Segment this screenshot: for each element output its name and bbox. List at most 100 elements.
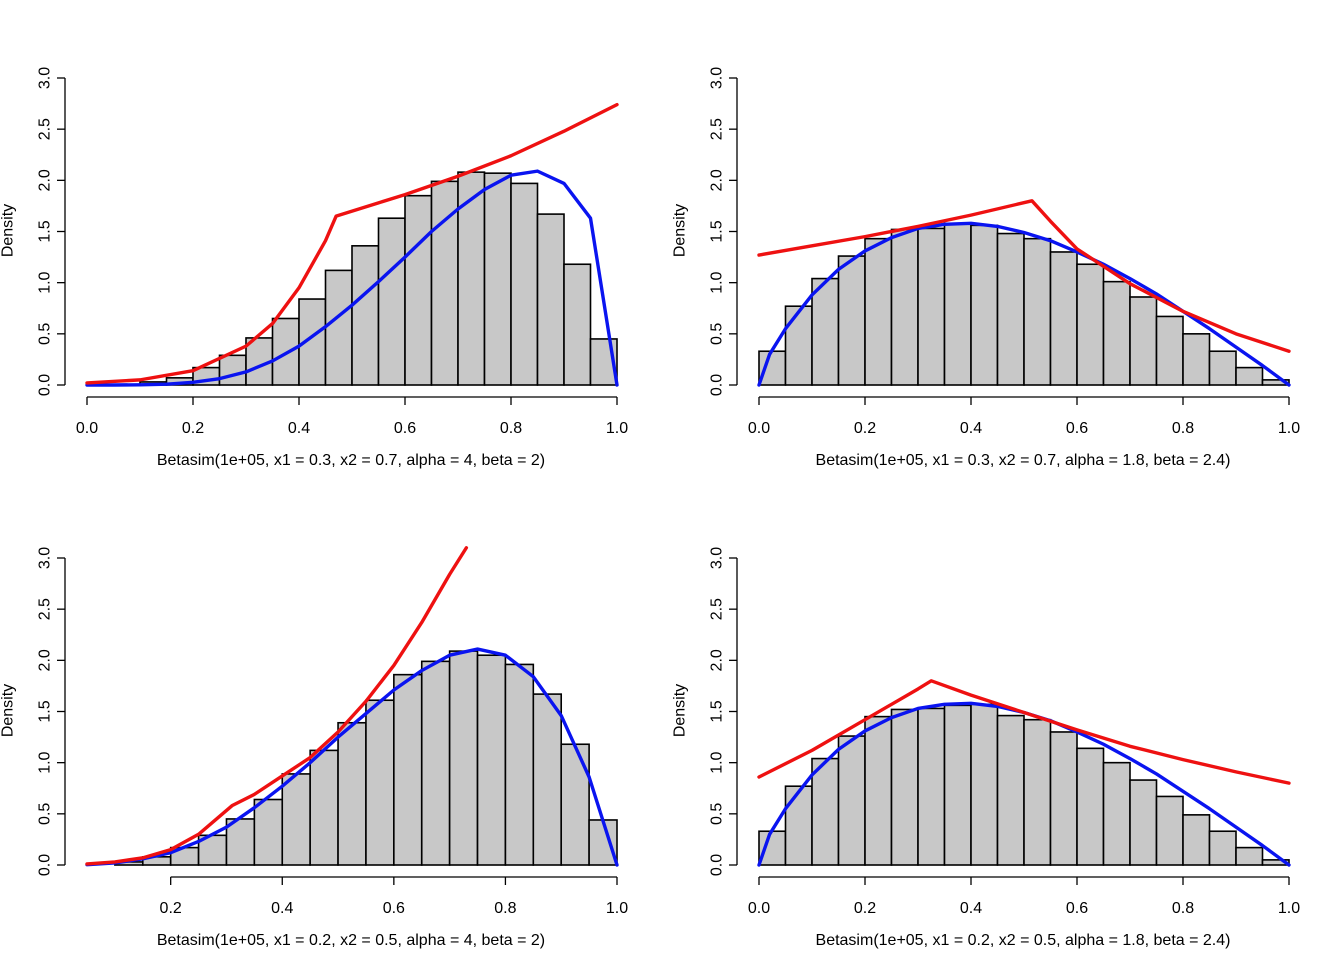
y-tick-label: 2.0	[709, 169, 726, 191]
histogram-bar	[218, 354, 247, 386]
x-axis: 0.0 0.2 0.4 0.6 0.8 1.0 Betasim(1e+05, x1 = 0.…	[748, 876, 1300, 949]
x-axis-label: Betasim(1e+05, x1 = 0.3, x2 = 0.7, alpha…	[157, 452, 545, 469]
chart-panel-top-right: 0.0 0.5 1.0 1.5 2.0 2.5 3.0 Density 0.0 0.2 0.4 0.6…	[672, 67, 1301, 469]
envelope-curve	[85, 546, 469, 866]
histogram-bar	[448, 650, 479, 866]
histogram-bar	[811, 757, 840, 866]
histogram-bar	[365, 699, 395, 866]
histogram-bar	[758, 350, 787, 386]
histogram-bar	[1261, 379, 1290, 386]
x-tick-label: 0.4	[960, 420, 982, 437]
histogram-bar	[1261, 859, 1290, 866]
histogram-bar	[1076, 747, 1105, 866]
histogram-bar	[1182, 333, 1211, 386]
histogram-bar	[1208, 830, 1237, 866]
histogram-bar	[281, 773, 311, 866]
y-tick-label: 1.0	[709, 271, 726, 293]
x-tick-label: 0.8	[500, 420, 522, 437]
histogram-bar	[837, 255, 866, 386]
x-tick-label: 1.0	[1278, 420, 1300, 437]
x-tick-label: 1.0	[606, 900, 628, 917]
envelope-curve	[85, 102, 619, 385]
histogram-bar	[404, 194, 433, 386]
y-tick-label: 0.0	[37, 374, 54, 396]
density-curve	[757, 221, 1291, 387]
histogram-bar	[563, 263, 592, 386]
density-curve	[85, 647, 619, 867]
x-tick-label: 0.8	[1172, 420, 1194, 437]
x-tick-label: 0.6	[394, 420, 416, 437]
y-tick-label: 1.5	[709, 700, 726, 722]
y-tick-label: 0.5	[709, 323, 726, 345]
y-axis-label: Density	[0, 204, 17, 257]
y-tick-label: 1.0	[37, 751, 54, 773]
histogram-bar	[758, 830, 787, 866]
x-axis-label: Betasim(1e+05, x1 = 0.2, x2 = 0.5, alpha…	[816, 932, 1231, 949]
histogram-bar	[1235, 366, 1264, 386]
histogram-bar	[996, 232, 1025, 386]
histogram-bar	[1102, 761, 1131, 866]
y-tick-label: 1.0	[37, 271, 54, 293]
x-tick-label: 0.2	[160, 900, 182, 917]
x-tick-label: 0.4	[288, 420, 310, 437]
histogram-bar	[943, 222, 972, 386]
y-tick-label: 0.5	[37, 803, 54, 825]
y-tick-label: 2.5	[37, 118, 54, 140]
histogram-bar	[1023, 237, 1052, 386]
x-axis: 0.2 0.4 0.6 0.8 1.0 Betasim(1e+05, x1 = 0.2, …	[157, 876, 628, 949]
histogram-bar	[588, 819, 618, 866]
y-tick-label: 2.0	[709, 649, 726, 671]
histogram-bar	[917, 707, 946, 866]
y-axis: 0.0 0.5 1.0 1.5 2.0 2.5 3.0 Density	[672, 547, 738, 876]
y-tick-label: 3.0	[709, 547, 726, 569]
histogram-bar	[1049, 731, 1078, 866]
x-tick-label: 0.0	[748, 900, 770, 917]
y-axis-label: Density	[672, 684, 689, 737]
y-axis: 0.0 0.5 1.0 1.5 2.0 2.5 3.0 Density	[0, 547, 66, 876]
histogram-bar	[917, 227, 946, 386]
histogram-bar	[253, 798, 284, 866]
histogram-bars	[758, 222, 1290, 386]
histogram-bars	[114, 650, 618, 866]
histogram-bar	[811, 277, 840, 386]
y-tick-label: 3.0	[709, 67, 726, 89]
y-tick-label: 0.5	[37, 323, 54, 345]
histogram-bar	[1049, 251, 1078, 386]
y-tick-label: 1.5	[37, 700, 54, 722]
y-tick-label: 2.0	[37, 169, 54, 191]
histogram-bar	[420, 660, 451, 866]
y-tick-label: 0.0	[709, 374, 726, 396]
y-axis: 0.0 0.5 1.0 1.5 2.0 2.5 3.0 Density	[0, 67, 66, 396]
histogram-bars	[758, 703, 1290, 866]
x-axis: 0.0 0.2 0.4 0.6 0.8 1.0 Betasim(1e+05, x1 = 0.…	[76, 396, 628, 469]
chart-panel-bottom-left: 0.0 0.5 1.0 1.5 2.0 2.5 3.0 Density 0.2 0.4 0.6 0.8…	[0, 546, 628, 949]
histogram-bar	[970, 703, 999, 866]
y-tick-label: 3.0	[37, 67, 54, 89]
y-axis-label: Density	[672, 204, 689, 257]
x-axis: 0.0 0.2 0.4 0.6 0.8 1.0 Betasim(1e+05, x1 = 0.…	[748, 396, 1300, 469]
histogram-bar	[1023, 718, 1052, 866]
histogram-bar	[784, 305, 813, 386]
histogram-bar	[864, 237, 893, 386]
chart-panel-bottom-right: 0.0 0.5 1.0 1.5 2.0 2.5 3.0 Density 0.0 0.2 0.4 0.6…	[672, 547, 1301, 949]
x-tick-label: 0.2	[182, 420, 204, 437]
y-tick-label: 0.0	[37, 854, 54, 876]
chart-panel-top-left: 0.0 0.5 1.0 1.5 2.0 2.5 3.0 Density 0.0 0.2 0.4 0.6…	[0, 67, 628, 469]
y-tick-label: 2.0	[37, 649, 54, 671]
envelope-curve	[757, 679, 1291, 785]
histogram-bar	[483, 172, 512, 386]
histogram-bar	[324, 269, 353, 386]
y-tick-label: 1.0	[709, 751, 726, 773]
y-axis-label: Density	[0, 684, 17, 737]
histogram-bar	[1129, 296, 1158, 386]
x-tick-label: 0.4	[271, 900, 293, 917]
histogram-bar	[1155, 315, 1184, 386]
x-tick-label: 0.0	[748, 420, 770, 437]
envelope-curve	[757, 199, 1291, 353]
y-tick-label: 3.0	[37, 547, 54, 569]
histogram-bar	[1208, 350, 1237, 386]
histogram-bar	[1129, 779, 1158, 866]
histogram-bar	[1182, 814, 1211, 866]
x-tick-label: 1.0	[1278, 900, 1300, 917]
